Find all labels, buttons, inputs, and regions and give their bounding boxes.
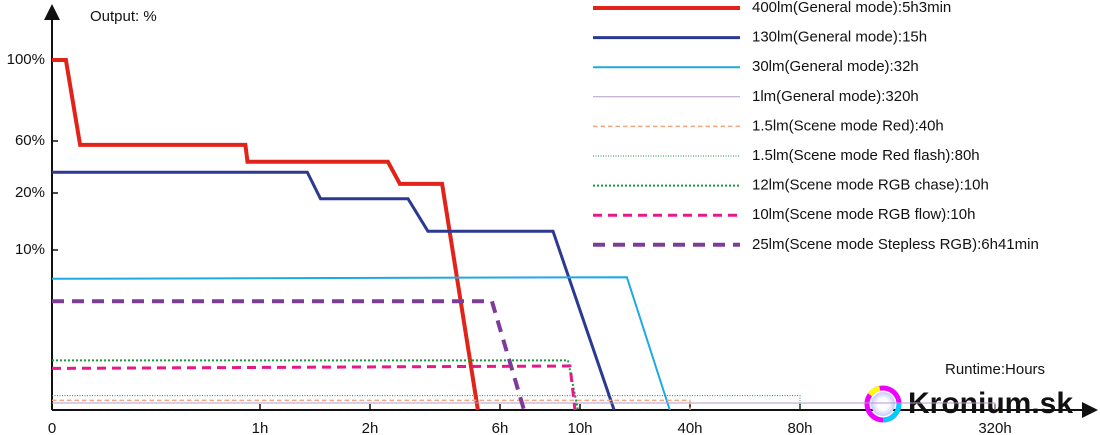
- legend-label: 30lm(General mode):32h: [752, 58, 919, 75]
- x-axis-label: Runtime:Hours: [945, 361, 1045, 378]
- series-line: [52, 58, 480, 411]
- logo-center: [871, 392, 895, 416]
- legend-label: 400lm(General mode):5h3min: [752, 0, 951, 16]
- logo-ring: [864, 385, 902, 423]
- series-line: [52, 170, 616, 411]
- y-axis-label: Output: %: [90, 8, 157, 25]
- y-tick-label: 100%: [7, 51, 45, 68]
- x-tick-label: 320h: [978, 420, 1011, 435]
- y-axis-arrow: [44, 4, 60, 20]
- x-tick-label: 10h: [567, 420, 592, 435]
- series-line: [52, 395, 801, 410]
- legend-label: 12lm(Scene mode RGB chase):10h: [752, 177, 989, 194]
- x-tick-label: 80h: [787, 420, 812, 435]
- x-tick-label: 40h: [677, 420, 702, 435]
- x-axis-arrow: [1082, 402, 1098, 418]
- series-line: [52, 359, 579, 411]
- x-tick-label: 2h: [362, 420, 379, 435]
- y-tick-label: 20%: [15, 184, 45, 201]
- legend-label: 1lm(General mode):320h: [752, 88, 919, 105]
- legend-label: 1.5lm(Scene mode Red):40h: [752, 117, 944, 134]
- legend-label: 130lm(General mode):15h: [752, 29, 927, 46]
- legend-label: 25lm(Scene mode Stepless RGB):6h41min: [752, 236, 1039, 253]
- watermark-logo: [864, 385, 902, 423]
- series-line: [51, 364, 577, 411]
- series-line: [52, 402, 996, 410]
- y-tick-label: 10%: [15, 241, 45, 258]
- x-tick-label: 1h: [252, 420, 269, 435]
- y-tick-label: 60%: [15, 132, 45, 149]
- series-line: [52, 399, 691, 410]
- x-tick-label: 6h: [492, 420, 509, 435]
- legend-label: 10lm(Scene mode RGB flow):10h: [752, 206, 975, 223]
- series-line: [52, 299, 526, 411]
- x-tick-label: 0: [48, 420, 56, 435]
- legend-label: 1.5lm(Scene mode Red flash):80h: [752, 147, 980, 164]
- series-line: [51, 276, 671, 411]
